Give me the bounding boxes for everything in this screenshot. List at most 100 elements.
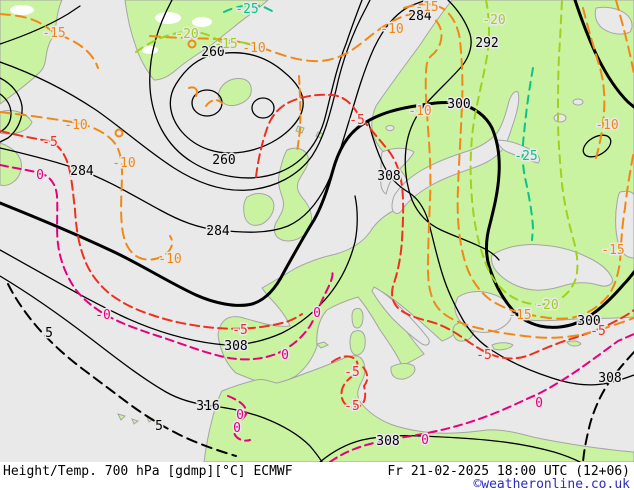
- temp-label--20: -20: [535, 298, 558, 313]
- height-contour-308-west: [0, 195, 358, 346]
- temp-label--10: -10: [408, 104, 431, 119]
- temp-label-0: 0: [281, 348, 289, 363]
- greenland-ice: [155, 12, 181, 24]
- height-contour-300-main: [0, 100, 634, 329]
- height-contour-268: [149, 0, 363, 179]
- temp-label--5: -5: [349, 113, 365, 128]
- height-label-308: 308: [377, 169, 400, 184]
- land-sicily: [390, 363, 416, 380]
- temp-label-0: 0: [313, 306, 321, 321]
- temp-label--15: -15: [415, 0, 438, 15]
- height-contour-308-south: [319, 434, 581, 462]
- temp-label-0: 0: [36, 168, 44, 183]
- temp-label--15: -15: [508, 308, 531, 323]
- temp-contour-minus5-tunisia: [331, 355, 369, 409]
- height-label-260: 260: [201, 45, 224, 60]
- height-contour-west-low: [0, 77, 23, 143]
- temp-contour-0-africa: [329, 333, 634, 462]
- temp-label--10: -10: [112, 156, 135, 171]
- temp-label--20: -20: [482, 13, 505, 28]
- temp-label--15: -15: [601, 243, 624, 258]
- temp-contour-orange-iceland: [296, 75, 302, 153]
- height-contour-nw: [0, 5, 81, 45]
- height-label-308: 308: [598, 371, 621, 386]
- land-canada-island: [0, 142, 22, 186]
- greenland-ice: [142, 46, 158, 54]
- temp-contour-minus10-ne: [582, 7, 606, 159]
- temp-label-0: 0: [236, 408, 244, 423]
- temp-label--20: -20: [175, 27, 198, 42]
- height-label-260: 260: [212, 153, 235, 168]
- temp-contour-orange-cell: [187, 39, 197, 49]
- land-ireland: [243, 193, 275, 226]
- caption-credit[interactable]: ©weatheronline.co.uk: [473, 477, 630, 490]
- height-label-292: 292: [475, 36, 498, 51]
- temp-label--5: -5: [42, 135, 58, 150]
- temp-label--10: -10: [380, 22, 403, 37]
- contour-labels: 260 260 284 284 284 292 300 300 308 308 308 308 316 5…: [35, 0, 627, 451]
- caption-datetime: Fr 21-02-2025 18:00 UTC (12+06): [387, 464, 630, 479]
- height-label-316: 316: [196, 399, 219, 414]
- temp-label--5: -5: [344, 399, 360, 414]
- land-corsica: [351, 307, 364, 329]
- temp-label--5: -5: [232, 323, 248, 338]
- height-label-284: 284: [206, 224, 230, 239]
- land-canada-island: [0, 109, 33, 135]
- landmasses: [0, 0, 634, 462]
- temp-label--5: -5: [590, 324, 606, 339]
- sea-black-sea: [491, 244, 613, 291]
- temp-label--5: -5: [476, 348, 492, 363]
- height-contour-308: [367, 119, 634, 386]
- temp-label--10: -10: [595, 118, 618, 133]
- temp-label--15: -15: [42, 26, 65, 41]
- temp-label-0: 0: [535, 396, 543, 411]
- height-label-308: 308: [224, 339, 247, 354]
- temp-contour-plus5: [7, 283, 237, 457]
- height-contour-276: [0, 0, 371, 191]
- height-label-284: 284: [70, 164, 94, 179]
- caption-bar: Height/Temp. 700 hPa [gdmp][°C] ECMWF Fr…: [0, 462, 634, 490]
- temp-contour-minus20-greenland: [135, 30, 227, 53]
- canada-snow: [10, 5, 34, 15]
- temp-contour-minus15-corner: [615, 0, 634, 75]
- land-sardinia: [349, 330, 366, 356]
- height-contours: [0, 0, 634, 462]
- lake-ladoga: [553, 113, 567, 123]
- temp-contour-plus5-se: [582, 351, 634, 462]
- height-label-284: 284: [408, 9, 432, 24]
- lake-onega: [572, 98, 584, 106]
- temp-label-0: 0: [421, 433, 429, 448]
- caption-title: Height/Temp. 700 hPa [gdmp][°C] ECMWF: [3, 464, 293, 479]
- temp-contour-orange-arc: [205, 99, 223, 107]
- temp-contour-minus5-europe: [255, 93, 634, 360]
- height-label-300: 300: [447, 97, 470, 112]
- land-africa: [203, 355, 634, 462]
- temp-contour-minus25-east: [521, 67, 534, 241]
- temp-label--5: -5: [344, 365, 360, 380]
- height-contour-260: [169, 52, 304, 154]
- temp-contour-minus5-west: [0, 130, 303, 330]
- greenland-ice: [192, 17, 212, 27]
- temp-contour-orange-hook: [188, 86, 199, 97]
- lake-vanern: [385, 125, 395, 131]
- height-contour-low-center: [251, 97, 275, 119]
- temp-contour-minus15-greenland: [0, 13, 99, 69]
- weather-map: 260 260 284 284 284 292 300 300 308 308 308 308 316 5…: [0, 0, 634, 462]
- temp-label--0: -0: [95, 308, 111, 323]
- land-canary-islands: [117, 413, 155, 425]
- height-contour-316: [0, 275, 323, 462]
- height-label-300: 300: [577, 314, 600, 329]
- land-crete: [491, 342, 514, 351]
- sea-caspian: [615, 190, 634, 259]
- sea-adriatic: [371, 286, 430, 346]
- temp-contour-minus10-atlantic: [0, 111, 174, 261]
- land-iceland: [217, 78, 252, 107]
- temp-contour-0-spain: [227, 395, 251, 442]
- temp-contour-minus25-top: [223, 4, 273, 13]
- height-contour-west-low: [0, 93, 12, 133]
- height-label-5: 5: [155, 419, 163, 434]
- temp-label-0: 0: [233, 421, 241, 436]
- temp-label--25: -25: [514, 149, 537, 164]
- land-balearics: [316, 341, 329, 349]
